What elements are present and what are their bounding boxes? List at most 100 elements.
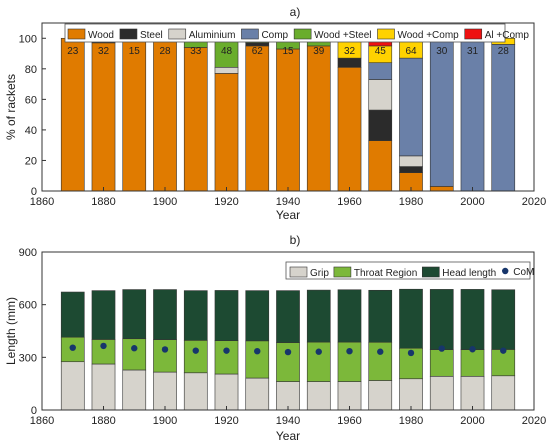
bar-throat-region-1950: [306, 341, 331, 382]
bar-comp-1990: [429, 37, 454, 187]
chart-a-x-axis-label: Year: [276, 208, 300, 222]
bar-comp-2000: [460, 37, 485, 192]
panel-b-label: b): [290, 233, 301, 247]
count-label-1890: 15: [129, 46, 141, 57]
legend-swatch-wood: [67, 28, 86, 40]
x-tick-label: 1940: [276, 196, 300, 208]
bar-grip-1980: [399, 378, 423, 411]
x-tick-label: 1900: [153, 415, 177, 427]
bar-wood-1900: [153, 37, 177, 192]
count-label-1950: 39: [313, 46, 325, 57]
count-label-2010: 28: [498, 46, 510, 57]
bar-grip-1930: [245, 377, 270, 411]
com-marker-1930: [254, 347, 261, 355]
chart-b-y-axis-label: Length (mm): [4, 297, 18, 365]
x-tick-label: 2020: [522, 415, 546, 427]
bar-throat-region-1960: [337, 341, 362, 382]
y-tick-label: 20: [25, 155, 37, 167]
count-label-1990: 30: [436, 46, 448, 57]
legend-swatch-head-length: [421, 266, 440, 278]
y-tick-label: 80: [25, 64, 37, 76]
bar-wood-1870: [60, 37, 85, 192]
chart-b-y-ticks: 0 300 600 900: [19, 247, 46, 417]
bar-grip-1890: [122, 369, 147, 411]
chart-a-bars: [60, 37, 516, 192]
y-tick-label: 100: [19, 33, 37, 45]
bar-wood-1930: [245, 45, 270, 192]
bar-grip-1940: [276, 381, 300, 411]
bar-throat-region-1920: [214, 340, 239, 375]
com-marker-1920: [223, 347, 230, 354]
y-tick-label: 900: [19, 247, 37, 259]
bar-grip-1950: [306, 381, 331, 411]
bar-grip-1970: [368, 380, 393, 411]
chart-a-x-ticks: 1860 1880 1900 1920 1940 1960 1980 2000 2020: [30, 187, 546, 208]
legend-label-steel: Steel: [140, 30, 163, 41]
x-tick-label: 1880: [91, 196, 115, 208]
com-marker-2000: [469, 346, 476, 353]
bar-wood-1890: [122, 37, 147, 192]
count-label-1900: 28: [159, 46, 171, 57]
count-label-1940: 15: [282, 46, 294, 57]
legend-label-throat-region: Throat Region: [354, 268, 417, 279]
legend-label-wood: Wood: [88, 30, 114, 41]
bar-head-length-1990: [429, 289, 454, 350]
bar-head-length-1980: [399, 288, 423, 349]
bar-steel-1960: [337, 57, 362, 68]
bar-throat-region-1900: [153, 339, 177, 373]
y-tick-label: 600: [19, 300, 37, 312]
count-label-1880: 32: [98, 46, 110, 57]
com-marker-1990: [438, 345, 445, 352]
legend-label-grip: Grip: [310, 268, 329, 279]
legend-swatch-al-comp: [464, 28, 483, 40]
com-marker-1980: [407, 349, 415, 357]
x-tick-label: 1960: [337, 415, 361, 427]
chart-a-legend: Wood Steel Aluminium Comp Wood +Steel Wood +C…: [64, 23, 529, 43]
chart-a: a) 23 32 15 28 33 48 62 15 39 32 45 64 30 31 28 0 20 40 6…: [4, 5, 546, 222]
bar-head-length-1960: [337, 289, 362, 343]
x-tick-label: 1900: [153, 196, 177, 208]
chart-b-x-ticks: 1860 1880 1900 1920 1940 1960 1980 2000 2020: [30, 406, 546, 427]
legend-label-wood-comp: Wood +Comp: [397, 30, 459, 41]
bar-head-length-2000: [460, 289, 485, 350]
bar-grip-1910: [183, 372, 208, 411]
count-label-1920: 48: [221, 46, 233, 57]
bar-aluminium-1920: [214, 66, 239, 74]
bar-wood-1880: [91, 42, 116, 192]
bar-grip-1960: [337, 381, 362, 411]
y-tick-label: 0: [31, 186, 37, 198]
legend-swatch-wood-comp: [377, 28, 395, 40]
legend-swatch-throat-region: [333, 266, 352, 278]
com-marker-1890: [131, 345, 138, 352]
count-label-2000: 31: [467, 46, 479, 57]
legend-marker-com: [502, 267, 509, 275]
x-tick-label: 1860: [30, 415, 54, 427]
bar-wood-1950: [306, 45, 331, 192]
count-label-1970: 45: [375, 46, 387, 57]
y-tick-label: 40: [25, 125, 37, 137]
chart-b-com-markers: [69, 342, 507, 357]
bar-grip-1990: [429, 375, 454, 411]
bar-throat-region-1970: [368, 341, 393, 381]
chart-a-y-axis-label: % of rackets: [4, 74, 18, 140]
bar-head-length-1890: [122, 289, 147, 340]
bar-wood-1970: [368, 140, 393, 192]
bar-throat-region-1990: [429, 349, 454, 377]
bar-steel-1980: [399, 166, 423, 173]
x-tick-label: 2020: [522, 196, 546, 208]
legend-swatch-comp: [241, 28, 259, 40]
count-label-1960: 32: [344, 46, 356, 57]
bar-wood-1910: [183, 47, 208, 192]
bar-throat-region-1890: [122, 338, 147, 371]
bar-throat-region-2000: [460, 349, 485, 377]
bar-grip-1920: [214, 373, 239, 411]
bar-grip-2010: [491, 375, 516, 411]
x-tick-label: 1920: [214, 415, 238, 427]
x-tick-label: 1940: [276, 415, 300, 427]
bar-aluminium-1970: [368, 79, 393, 111]
com-marker-1880: [100, 342, 107, 350]
bar-head-length-1880: [91, 290, 116, 340]
bar-wood-1960: [337, 66, 362, 192]
x-tick-label: 1880: [91, 415, 115, 427]
